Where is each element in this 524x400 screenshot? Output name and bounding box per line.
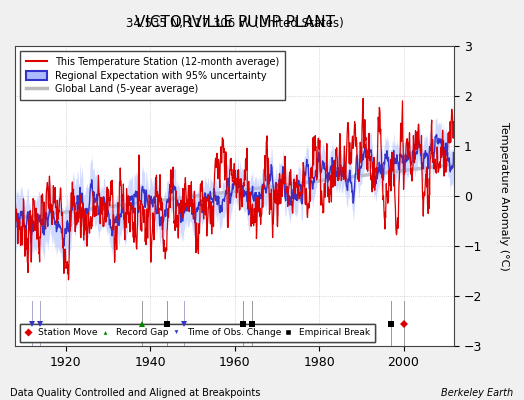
Text: 34.535 N, 117.306 W (United States): 34.535 N, 117.306 W (United States) <box>126 17 344 30</box>
Text: Data Quality Controlled and Aligned at Breakpoints: Data Quality Controlled and Aligned at B… <box>10 388 261 398</box>
Y-axis label: Temperature Anomaly (°C): Temperature Anomaly (°C) <box>499 122 509 271</box>
Title: VICTORVILLE PUMP PLANT: VICTORVILLE PUMP PLANT <box>135 15 335 30</box>
Legend: Station Move, Record Gap, Time of Obs. Change, Empirical Break: Station Move, Record Gap, Time of Obs. C… <box>19 324 375 342</box>
Text: Berkeley Earth: Berkeley Earth <box>441 388 514 398</box>
